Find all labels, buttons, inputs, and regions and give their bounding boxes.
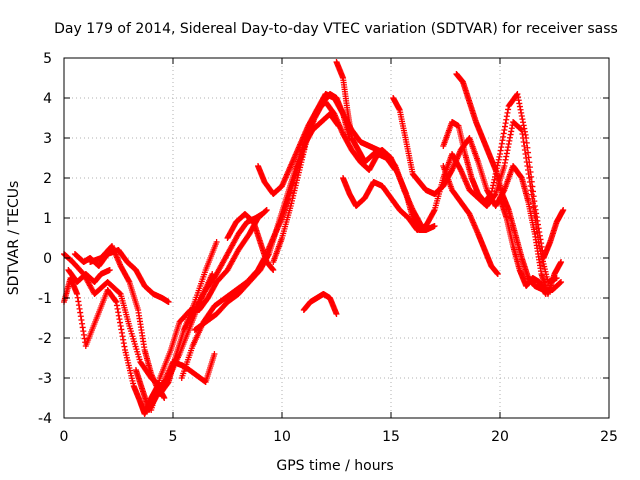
data-point: [161, 395, 168, 401]
data-point: [560, 207, 567, 213]
y-tick-label: 0: [43, 251, 52, 267]
y-axis-label: SDTVAR / TECUs: [6, 181, 22, 296]
data-point: [542, 291, 549, 297]
data-point: [494, 271, 501, 277]
series-arc-3: [87, 239, 220, 397]
data-points: [61, 59, 567, 417]
series-arc-18: [440, 163, 501, 277]
x-tick-label: 20: [491, 429, 509, 445]
x-tick-label: 10: [273, 429, 291, 445]
data-point: [165, 299, 172, 305]
x-tick-label: 15: [382, 429, 400, 445]
series-arc-7: [71, 247, 172, 305]
data-point: [259, 211, 266, 217]
y-tick-label: -4: [38, 411, 52, 427]
y-tick-label: 3: [43, 131, 52, 147]
data-point: [270, 267, 277, 273]
y-tick-label: 2: [43, 171, 52, 187]
series-arc-19: [497, 195, 549, 297]
x-tick-label: 0: [60, 429, 69, 445]
y-tick-label: -2: [38, 331, 52, 347]
y-tick-label: 4: [43, 91, 52, 107]
series-arc-6: [65, 267, 113, 285]
series-arc-4: [132, 351, 218, 413]
data-point: [333, 311, 340, 317]
y-tick-label: 1: [43, 211, 52, 227]
plot-frame: [63, 57, 610, 419]
series-arc-5: [148, 207, 270, 413]
y-tick-label: -3: [38, 371, 52, 387]
series-arc-1: [61, 275, 168, 417]
series-arc-21: [224, 211, 277, 273]
data-point: [213, 239, 220, 245]
x-tick-label: 25: [600, 429, 618, 445]
y-tick-label: 5: [43, 51, 52, 67]
data-point: [116, 290, 123, 297]
data-point: [211, 351, 218, 357]
chart-title: Day 179 of 2014, Sidereal Day-to-day VTE…: [54, 21, 618, 37]
data-point: [106, 267, 113, 273]
data-point: [558, 279, 565, 285]
data-point: [263, 207, 270, 213]
series-arc-16: [440, 91, 567, 261]
x-axis-label: GPS time / hours: [276, 458, 393, 474]
series-arc-8: [180, 211, 266, 333]
series-arc-13: [333, 59, 438, 233]
data-point: [558, 259, 565, 265]
y-tick-label: -1: [38, 291, 52, 307]
series-arc-15: [390, 95, 565, 297]
x-tick-label: 5: [169, 429, 178, 445]
axis-ticks: 0 5 10 15 20 25 -4 -3 -2 -1 0 1 2 3 4 5: [38, 51, 618, 445]
series-arc-20: [300, 291, 340, 317]
data-point: [431, 223, 438, 229]
